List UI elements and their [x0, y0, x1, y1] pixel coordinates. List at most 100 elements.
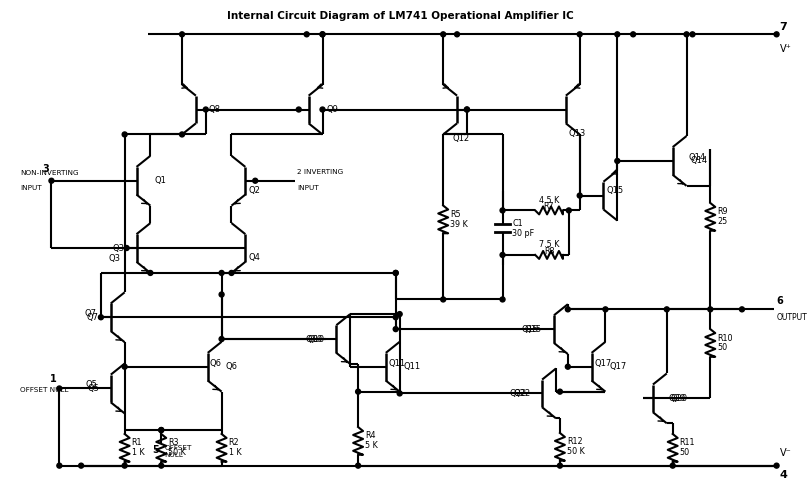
Circle shape [393, 327, 398, 331]
Text: 3: 3 [43, 164, 49, 174]
Circle shape [122, 364, 127, 369]
Circle shape [615, 32, 620, 37]
Circle shape [159, 427, 164, 432]
Circle shape [356, 463, 361, 468]
Circle shape [320, 32, 325, 37]
Text: Q4: Q4 [248, 253, 260, 262]
Text: 5 K: 5 K [365, 441, 378, 450]
Text: Q9: Q9 [327, 105, 338, 114]
Circle shape [219, 292, 224, 297]
Text: Q7: Q7 [85, 309, 97, 318]
Circle shape [159, 427, 164, 432]
Text: R2: R2 [229, 438, 239, 447]
Circle shape [557, 389, 562, 394]
Text: R12: R12 [567, 437, 582, 446]
Circle shape [664, 307, 669, 312]
Circle shape [566, 208, 571, 213]
Text: R11: R11 [680, 438, 695, 447]
Text: Q5: Q5 [85, 380, 97, 389]
Text: OFFSET: OFFSET [164, 445, 191, 451]
Text: Q3: Q3 [109, 254, 121, 263]
Text: Q20: Q20 [669, 394, 686, 403]
Circle shape [670, 463, 676, 468]
Circle shape [159, 463, 164, 468]
Text: R1: R1 [131, 438, 142, 447]
Text: Q7: Q7 [87, 313, 99, 322]
Text: 25: 25 [717, 217, 727, 226]
Text: V⁻: V⁻ [779, 448, 792, 458]
Text: Q10: Q10 [307, 334, 324, 343]
Circle shape [684, 32, 689, 37]
Text: INPUT: INPUT [297, 185, 319, 191]
Text: R4: R4 [365, 431, 375, 440]
Text: Q5: Q5 [87, 384, 99, 393]
Text: Q11: Q11 [404, 362, 421, 371]
Text: Q6: Q6 [210, 359, 221, 368]
Text: 7: 7 [779, 22, 787, 32]
Circle shape [320, 107, 325, 112]
Circle shape [57, 386, 62, 391]
Circle shape [122, 132, 127, 137]
Circle shape [393, 315, 398, 320]
Text: 39 K: 39 K [450, 220, 468, 229]
Circle shape [690, 32, 695, 37]
Circle shape [57, 463, 62, 468]
Circle shape [565, 307, 570, 312]
Circle shape [500, 208, 505, 213]
Text: R5: R5 [450, 210, 461, 219]
Circle shape [455, 32, 460, 37]
Circle shape [500, 297, 505, 302]
Text: 1 K: 1 K [229, 448, 241, 457]
Text: Q22: Q22 [513, 389, 530, 398]
Circle shape [148, 270, 152, 275]
Text: NULL: NULL [164, 452, 183, 458]
Circle shape [179, 32, 184, 37]
Circle shape [557, 463, 562, 468]
Text: Q15: Q15 [521, 325, 539, 333]
Text: 30 pF: 30 pF [513, 229, 534, 238]
Circle shape [775, 32, 779, 37]
Circle shape [229, 270, 234, 275]
Text: R3: R3 [168, 438, 178, 447]
Text: Q17: Q17 [594, 359, 611, 368]
Text: R9: R9 [717, 207, 727, 216]
Circle shape [393, 270, 398, 275]
Circle shape [219, 270, 224, 275]
Circle shape [253, 178, 258, 183]
Circle shape [708, 307, 713, 312]
Text: 6: 6 [777, 296, 783, 306]
Text: INPUT: INPUT [19, 185, 41, 191]
Circle shape [397, 391, 402, 396]
Circle shape [465, 107, 470, 112]
Circle shape [397, 312, 402, 317]
Text: R7: R7 [543, 202, 555, 212]
Text: Q12: Q12 [452, 134, 470, 143]
Text: 5: 5 [152, 445, 159, 455]
Text: C1: C1 [513, 219, 523, 228]
Circle shape [122, 463, 127, 468]
Text: Q13: Q13 [569, 129, 586, 138]
Circle shape [740, 307, 744, 312]
Text: 7.5 K: 7.5 K [539, 240, 560, 249]
Text: OFFSET NULL: OFFSET NULL [19, 388, 68, 394]
Text: Q15: Q15 [607, 186, 624, 195]
Text: Q14: Q14 [689, 154, 706, 163]
Circle shape [79, 463, 84, 468]
Text: Q1: Q1 [154, 176, 166, 185]
Circle shape [615, 159, 620, 164]
Circle shape [219, 336, 224, 341]
Text: Q15: Q15 [525, 325, 542, 333]
Text: Q10: Q10 [306, 334, 323, 343]
Text: Q6: Q6 [225, 362, 238, 371]
Circle shape [304, 32, 309, 37]
Text: 2 INVERTING: 2 INVERTING [297, 169, 343, 175]
Circle shape [775, 463, 779, 468]
Circle shape [296, 107, 301, 112]
Circle shape [179, 132, 184, 137]
Circle shape [500, 252, 505, 257]
Text: NON-INVERTING: NON-INVERTING [19, 170, 79, 176]
Circle shape [393, 270, 398, 275]
Circle shape [356, 389, 361, 394]
Circle shape [565, 364, 570, 369]
Circle shape [577, 193, 582, 198]
